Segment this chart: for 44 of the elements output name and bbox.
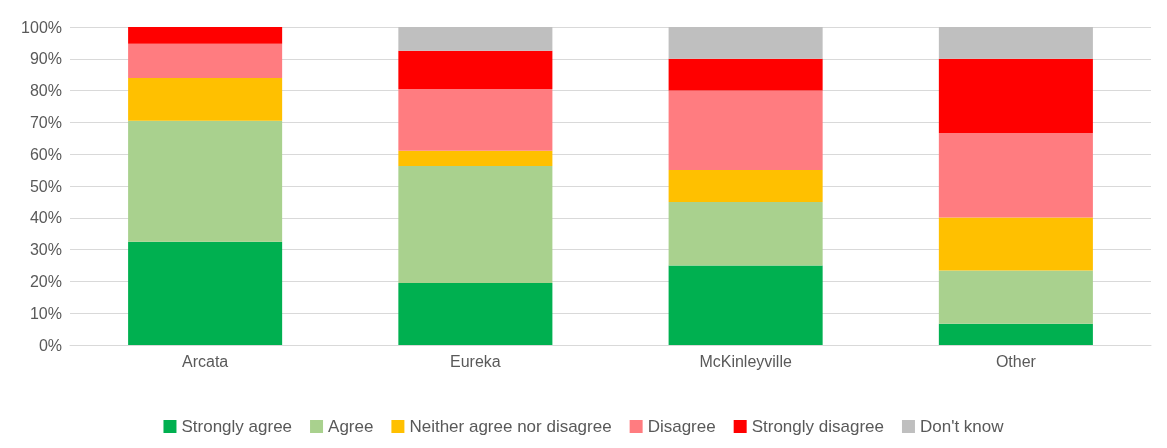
legend-label: Agree [328, 417, 374, 436]
y-tick-label: 90% [29, 50, 62, 68]
x-tick-label: McKinleyville [699, 352, 792, 370]
y-tick-label: 30% [29, 241, 62, 259]
bar [668, 201, 823, 266]
y-tick-label: 100% [21, 18, 62, 36]
bar [938, 132, 1093, 218]
bar [398, 50, 553, 90]
legend-label: Don't know [919, 417, 1005, 436]
x-tick-label: Arcata [182, 352, 229, 370]
y-tick-label: 40% [29, 209, 62, 227]
y-tick-label: 50% [29, 177, 62, 195]
bar [938, 323, 1093, 345]
y-tick-label: 70% [29, 113, 62, 131]
y-tick-label: 60% [29, 145, 62, 163]
bar [668, 27, 823, 59]
x-tick-label: Other [995, 352, 1037, 370]
y-tick-label: 20% [29, 272, 62, 290]
legend-label: Neither agree nor disagree [409, 417, 612, 436]
bar [398, 165, 553, 283]
bar [128, 241, 283, 345]
bar [128, 77, 283, 121]
bar [398, 150, 553, 166]
legend-label: Strongly disagree [751, 417, 884, 436]
legend-label: Strongly agree [181, 417, 293, 436]
bar [128, 120, 283, 242]
bar [938, 270, 1093, 324]
bar [398, 89, 553, 151]
y-tick-label: 80% [29, 82, 62, 100]
bar [938, 58, 1093, 133]
bar [668, 170, 823, 202]
y-tick-label: 0% [38, 336, 62, 354]
y-tick-label: 10% [29, 304, 62, 322]
bar [938, 27, 1093, 59]
bar [128, 43, 283, 78]
bar [398, 27, 553, 51]
bar [668, 90, 823, 171]
bar [668, 265, 823, 345]
legend-label: Disagree [647, 417, 716, 436]
bar [398, 282, 553, 345]
bar [938, 217, 1093, 271]
bar [668, 58, 823, 91]
x-tick-label: Eureka [450, 352, 501, 370]
bar [128, 27, 283, 44]
